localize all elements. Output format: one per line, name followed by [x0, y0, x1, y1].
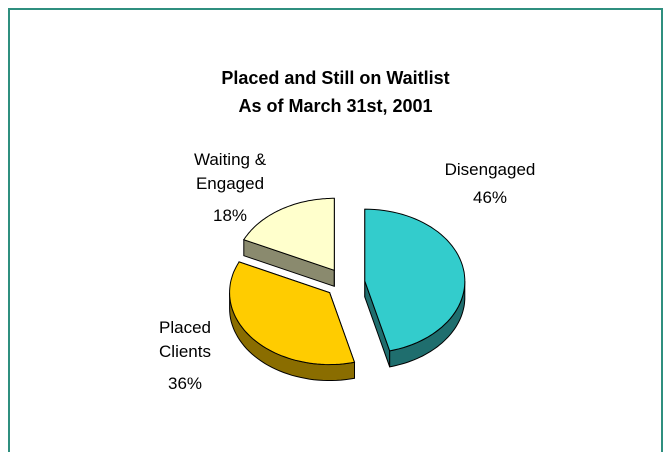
- chart-title: Placed and Still on Waitlist: [221, 68, 450, 88]
- slice: [364, 208, 466, 368]
- slice: [243, 197, 335, 287]
- slice-value-label: 18%: [212, 206, 248, 225]
- slice-top: [229, 261, 356, 366]
- slice-top: [364, 208, 466, 352]
- slice: [229, 261, 356, 381]
- slice-value-label: 46%: [472, 188, 508, 207]
- slice-label: Placed Clients: [159, 318, 211, 361]
- slice-label: Waiting & Engaged: [193, 150, 267, 193]
- chart-subtitle: As of March 31st, 2001: [238, 96, 433, 116]
- frame: [8, 8, 663, 452]
- slice-top: [243, 197, 335, 271]
- slice-value-label: 36%: [167, 374, 203, 393]
- slice-label: Disengaged: [444, 160, 536, 179]
